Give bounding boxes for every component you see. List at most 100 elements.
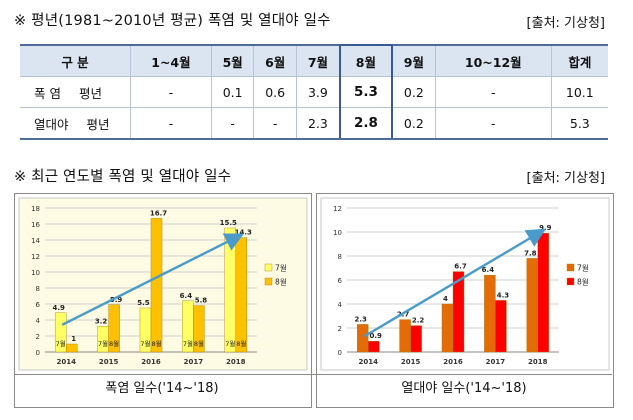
header-col: 7월 [296, 45, 341, 77]
bar-inner-label: 8월 [194, 339, 204, 348]
y-tick-label: 2 [338, 325, 342, 333]
data-label: 4.9 [52, 304, 65, 312]
bar-inner-label: 7월 [140, 339, 150, 348]
table-cell-highlight: 2.8 [338, 107, 393, 140]
data-label: 0.9 [370, 332, 383, 340]
bar [399, 319, 411, 353]
legend-label: 7월 [275, 263, 287, 273]
y-tick-label: 12 [333, 205, 342, 213]
bar-inner-label: 7월 [56, 339, 66, 348]
table-cell: 0.2 [391, 76, 436, 108]
y-tick-label: 0 [36, 349, 40, 357]
bar [495, 300, 507, 353]
caption-divider [14, 374, 612, 375]
table-cell: 10.1 [551, 76, 608, 108]
table-cell: - [435, 76, 552, 108]
legend-label: 7월 [577, 263, 589, 273]
heatwave-chart-caption: 폭염 일수('14~'18) [105, 381, 219, 396]
bar-inner-label: 7월 [225, 339, 235, 348]
legend-swatch [566, 263, 575, 272]
row-label-sub: 평년 [86, 116, 110, 132]
data-label: 2.2 [412, 317, 425, 325]
bar [224, 227, 237, 353]
header-col: 10~12월 [435, 45, 552, 77]
charts-source-note: [출처: 기상청] [526, 171, 605, 186]
y-tick-label: 10 [333, 229, 342, 237]
bar [526, 258, 539, 353]
y-tick-label: 12 [31, 253, 40, 261]
legend-label: 8월 [577, 277, 589, 287]
legend-label: 8월 [275, 277, 287, 287]
bar-inner-label: 7월 [183, 339, 193, 348]
bar [410, 325, 422, 353]
tropical-night-chart-panel: 02468101220142.30.920152.72.2201646.7201… [316, 193, 614, 408]
x-tick-label: 2014 [56, 358, 76, 366]
y-tick-label: 8 [36, 285, 40, 293]
x-tick-label: 2015 [99, 358, 119, 366]
data-label: 6.7 [454, 263, 467, 271]
data-label: 7.8 [524, 249, 537, 257]
y-tick-label: 4 [338, 301, 343, 309]
x-tick-label: 2016 [443, 358, 463, 366]
y-tick-label: 2 [36, 333, 40, 341]
bar-inner-label: 8월 [236, 339, 246, 348]
data-label: 4 [443, 295, 448, 303]
data-label: 16.7 [150, 209, 167, 217]
x-tick-label: 2018 [226, 358, 246, 366]
y-tick-label: 4 [36, 317, 41, 325]
table-cell: 0.2 [391, 107, 436, 140]
row-label-main: 열대야 [34, 116, 69, 132]
charts-section-heading: ※ 최근 연도별 폭염 및 열대야 일수 [14, 169, 232, 185]
header-col: 6월 [253, 45, 297, 77]
row-label: 폭 염 평년 [20, 76, 131, 108]
data-label: 4.3 [497, 291, 510, 299]
bar [356, 324, 369, 353]
table-cell: - [130, 107, 212, 140]
y-tick-label: 10 [31, 269, 40, 277]
row-label-sub: 평년 [78, 85, 102, 101]
table-cell: - [253, 107, 297, 140]
x-tick-label: 2018 [528, 358, 548, 366]
tropical-night-chart: 02468101220142.30.920152.72.2201646.7201… [320, 197, 610, 371]
data-label: 3.2 [95, 317, 108, 325]
header-col: 5월 [211, 45, 255, 77]
x-tick-label: 2015 [401, 358, 421, 366]
table-row: 열대야 평년 - - - 2.3 2.8 0.2 - 5.3 [20, 107, 608, 140]
data-label: 6.4 [482, 266, 495, 274]
bar [66, 343, 78, 353]
table-cell: 0.6 [253, 76, 297, 108]
bar-inner-label: 8월 [109, 339, 119, 348]
table-cell: 2.3 [296, 107, 341, 140]
table-header-row: 구 분 1~4월 5월 6월 7월 8월 9월 10~12월 합계 [20, 44, 608, 77]
y-tick-label: 8 [338, 253, 342, 261]
x-tick-label: 2017 [486, 358, 506, 366]
data-label: 15.5 [220, 219, 237, 227]
y-tick-label: 0 [338, 349, 342, 357]
bar [484, 274, 496, 353]
heatwave-chart: 0 2 4 6 8 10 12 14 16 18 2014 4.9 7월 1 2015 3.2 7월 5.9 8월 2… [18, 197, 308, 371]
row-label: 열대야 평년 [20, 107, 131, 140]
bar-inner-label: 7월 [98, 339, 108, 348]
table-cell: - [130, 76, 212, 108]
legend-swatch [264, 263, 273, 272]
data-label: 1 [71, 335, 76, 343]
row-label-main: 폭 염 [34, 85, 61, 101]
y-tick-label: 6 [338, 277, 343, 285]
x-tick-label: 2017 [184, 358, 204, 366]
tropical-night-chart-caption: 열대야 일수('14~'18) [401, 381, 527, 396]
bar-inner-label: 8월 [151, 339, 161, 348]
bar [452, 271, 465, 353]
data-label: 2.3 [354, 315, 367, 323]
y-tick-label: 16 [31, 221, 40, 229]
legend-swatch [566, 277, 575, 286]
bar [150, 218, 163, 353]
normal-days-table: 구 분 1~4월 5월 6월 7월 8월 9월 10~12월 합계 폭 염 평년 … [20, 44, 608, 140]
data-label: 9.9 [539, 224, 552, 232]
bar [193, 305, 205, 353]
trend-arrow [61, 233, 245, 326]
table-cell: 3.9 [296, 76, 341, 108]
bar [54, 312, 67, 353]
data-label: 6.4 [180, 292, 193, 300]
header-col: 합계 [551, 45, 608, 77]
data-label: 5.5 [137, 299, 150, 307]
